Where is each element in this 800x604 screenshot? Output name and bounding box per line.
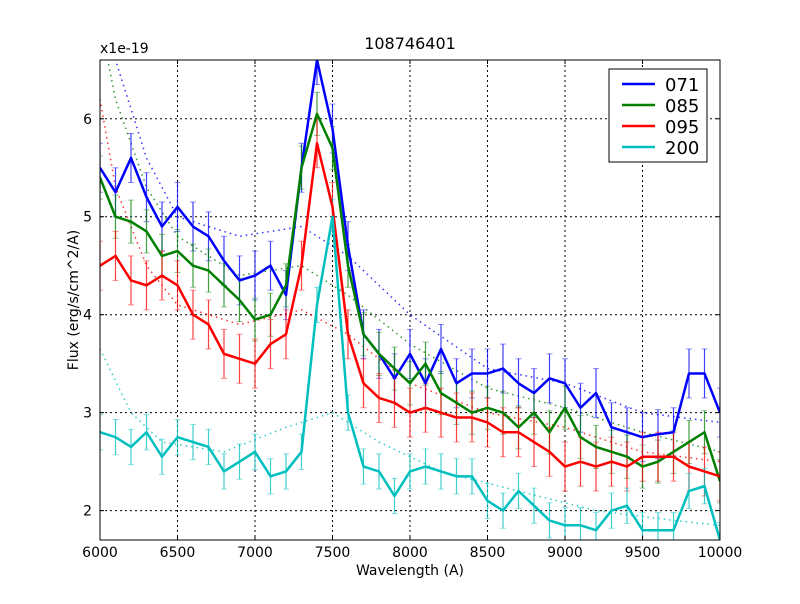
x-tick-label: 6000 [82, 545, 118, 561]
chart-title: 108746401 [364, 34, 456, 53]
legend-label: 095 [665, 117, 699, 138]
x-tick-label: 10000 [698, 545, 743, 561]
x-tick-label: 8500 [470, 545, 506, 561]
series-line-071 [100, 60, 720, 439]
x-tick-label: 8000 [392, 545, 428, 561]
legend-label: 071 [665, 75, 699, 96]
x-tick-label: 7000 [237, 545, 273, 561]
legend-label: 200 [665, 138, 699, 159]
legend-label: 085 [665, 96, 699, 117]
series-line-200 [100, 215, 720, 540]
x-tick-label: 9000 [547, 545, 583, 561]
model-line-200 [100, 348, 720, 527]
y-offset-label: x1e-19 [100, 41, 149, 57]
y-axis-label: Flux (erg/s/cm^2/A) [66, 230, 82, 370]
series-line-085 [100, 112, 720, 482]
model-line-095 [100, 99, 720, 463]
series-line-095 [100, 142, 720, 478]
x-axis-label: Wavelength (A) [356, 563, 464, 579]
y-tick-label: 4 [83, 308, 92, 324]
x-tick-label: 6500 [160, 545, 196, 561]
plot-area [100, 60, 720, 540]
x-tick-label: 7500 [315, 545, 351, 561]
y-tick-label: 6 [83, 112, 92, 128]
y-tick-label: 3 [83, 406, 92, 422]
y-tick-label: 2 [83, 504, 92, 520]
y-tick-label: 5 [83, 210, 92, 226]
x-tick-label: 9500 [625, 545, 661, 561]
